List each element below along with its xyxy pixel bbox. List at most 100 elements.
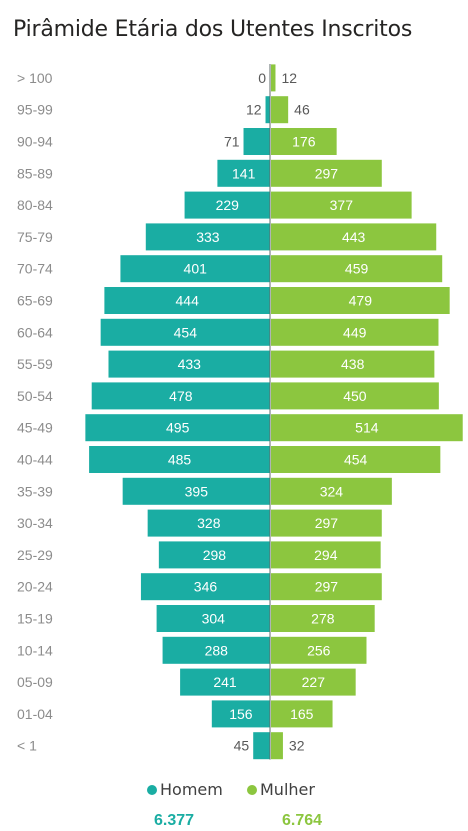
category-label-70-74: 70-74 [17, 261, 53, 277]
category-label-40-44: 40-44 [17, 452, 53, 468]
legend-label-homem: Homem [160, 780, 223, 799]
bar-homem-55-59 [108, 350, 270, 378]
bar-homem-70-74 [120, 255, 270, 283]
category-label-60-64: 60-64 [17, 324, 53, 340]
category-label-65-69: 65-69 [17, 293, 53, 309]
bar-mulher-45-49 [271, 414, 463, 442]
bar-homem-30-34 [147, 509, 270, 537]
bar-homem-35-39 [122, 477, 270, 505]
bar-homem-25-29 [158, 541, 270, 569]
bar-mulher-01-04 [271, 700, 333, 728]
value-label-homem-45-49: 495 [166, 420, 190, 436]
value-label-homem-95-99: 12 [246, 102, 262, 118]
value-label-homem-30-34: 328 [197, 515, 221, 531]
bar-mulher-85-89 [271, 159, 382, 187]
total-homem: 6.377 [154, 812, 195, 829]
category-label-55-59: 55-59 [17, 356, 53, 372]
value-label-mulher-35-39: 324 [320, 483, 344, 499]
value-label-mulher-65-69: 479 [349, 293, 373, 309]
legend-item-homem[interactable]: Homem [147, 780, 223, 799]
bar-homem-85-89 [217, 159, 270, 187]
value-label-mulher-30-34: 297 [315, 515, 339, 531]
value-label-mulher-80-84: 377 [330, 197, 354, 213]
value-label-mulher-20-24: 297 [315, 579, 339, 595]
bar-mulher-30-34 [271, 509, 382, 537]
value-label-mulher-25-29: 294 [314, 547, 338, 563]
bar-homem-40-44 [89, 446, 270, 473]
chart-title: Pirâmide Etária dos Utentes Inscritos [13, 17, 413, 42]
bar-homem-80-84 [184, 191, 270, 219]
value-label-homem-10-14: 288 [205, 642, 229, 658]
bar-homem-15-19 [156, 605, 270, 632]
category-label-45-49: 45-49 [17, 420, 53, 436]
bar-homem-65-69 [104, 287, 270, 314]
category-label-50-54: 50-54 [17, 388, 53, 404]
value-label-homem-01-04: 156 [229, 706, 253, 722]
value-label-homem-90-94: 71 [224, 134, 240, 150]
value-label-mulher-45-49: 514 [355, 420, 379, 436]
value-label-mulher-40-44: 454 [344, 452, 368, 468]
value-label-mulher-15-19: 278 [311, 611, 335, 627]
bar-homem-90-94 [243, 128, 270, 155]
value-label-mulher-55-59: 438 [341, 356, 365, 372]
value-label-mulher-lt-1: 32 [289, 738, 305, 754]
legend-label-mulher: Mulher [260, 780, 315, 799]
bar-mulher-65-69 [271, 287, 450, 314]
category-label-90-94: 90-94 [17, 134, 53, 150]
value-label-homem-85-89: 141 [232, 165, 256, 181]
category-label-gt-100: > 100 [17, 70, 53, 86]
bar-homem-50-54 [91, 382, 271, 410]
category-label-30-34: 30-34 [17, 515, 53, 531]
value-label-homem-70-74: 401 [184, 261, 208, 277]
value-label-homem-25-29: 298 [203, 547, 227, 563]
value-label-homem-65-69: 444 [176, 293, 200, 309]
bar-homem-45-49 [85, 414, 271, 442]
value-label-homem-lt-1: 45 [234, 738, 250, 754]
category-label-15-19: 15-19 [17, 611, 53, 627]
value-label-homem-35-39: 395 [185, 483, 209, 499]
value-label-mulher-50-54: 450 [343, 388, 367, 404]
value-label-mulher-01-04: 165 [290, 706, 314, 722]
bar-homem-20-24 [140, 573, 270, 601]
population-pyramid-chart: > 100 0 12 95-99 12 46 90-94 71 176 85-89 141 297 80… [17, 64, 463, 760]
bar-mulher-70-74 [271, 255, 443, 283]
category-label-05-09: 05-09 [17, 674, 53, 690]
value-label-homem-15-19: 304 [202, 611, 226, 627]
value-label-mulher-70-74: 459 [345, 261, 369, 277]
bar-mulher-20-24 [271, 573, 382, 601]
category-label-95-99: 95-99 [17, 102, 53, 118]
bar-homem-95-99 [265, 96, 270, 124]
value-label-homem-80-84: 229 [216, 197, 240, 213]
bar-mulher-50-54 [271, 382, 439, 410]
bar-homem-10-14 [162, 636, 270, 664]
value-label-mulher-60-64: 449 [343, 324, 367, 340]
bar-homem-05-09 [180, 668, 270, 696]
bar-mulher-lt-1 [271, 732, 283, 760]
bar-mulher-gt-100 [271, 64, 276, 92]
bar-mulher-40-44 [271, 446, 441, 473]
chart-legend: Homem Mulher [0, 780, 468, 820]
category-label-75-79: 75-79 [17, 229, 53, 245]
value-label-mulher-95-99: 46 [294, 102, 310, 118]
category-label-20-24: 20-24 [17, 579, 53, 595]
value-label-homem-20-24: 346 [194, 579, 218, 595]
bar-homem-60-64 [100, 318, 271, 346]
legend-dot-homem [147, 785, 157, 795]
bar-mulher-80-84 [271, 191, 412, 219]
bar-mulher-35-39 [271, 477, 392, 505]
category-label-01-04: 01-04 [17, 706, 53, 722]
bar-homem-01-04 [211, 700, 270, 728]
category-label-85-89: 85-89 [17, 165, 53, 181]
value-label-homem-50-54: 478 [169, 388, 193, 404]
bar-mulher-15-19 [271, 605, 375, 632]
bar-mulher-55-59 [271, 350, 435, 378]
value-label-mulher-10-14: 256 [307, 642, 331, 658]
total-mulher: 6.764 [282, 812, 323, 829]
value-label-mulher-75-79: 443 [342, 229, 366, 245]
value-label-mulher-05-09: 227 [302, 674, 326, 690]
value-label-homem-05-09: 241 [213, 674, 237, 690]
bar-homem-lt-1 [253, 732, 270, 760]
category-label-lt-1: < 1 [17, 738, 37, 754]
legend-item-mulher[interactable]: Mulher [247, 780, 315, 799]
value-label-mulher-gt-100: 12 [281, 70, 297, 86]
